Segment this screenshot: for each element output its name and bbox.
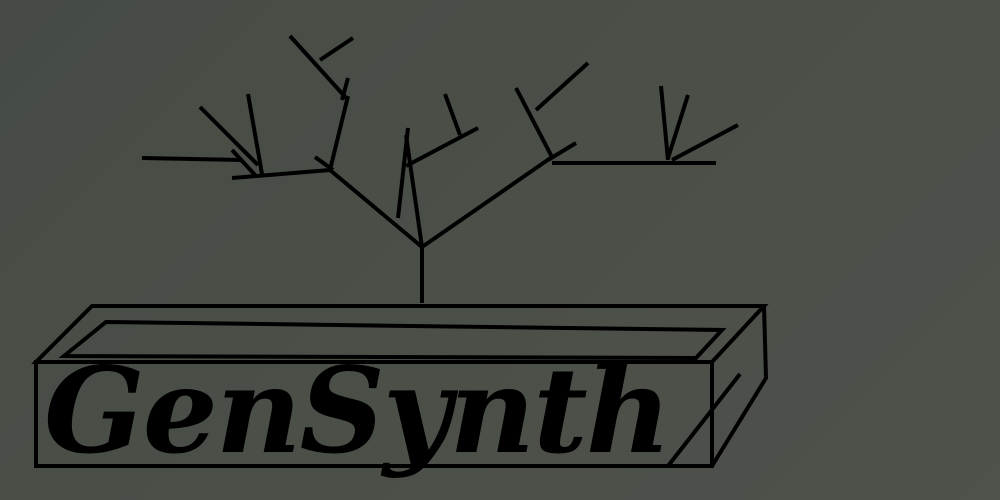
planter-box-icon [31, 304, 769, 468]
brand-name: GenSynth [44, 341, 672, 480]
branching-tree-icon [141, 34, 739, 303]
